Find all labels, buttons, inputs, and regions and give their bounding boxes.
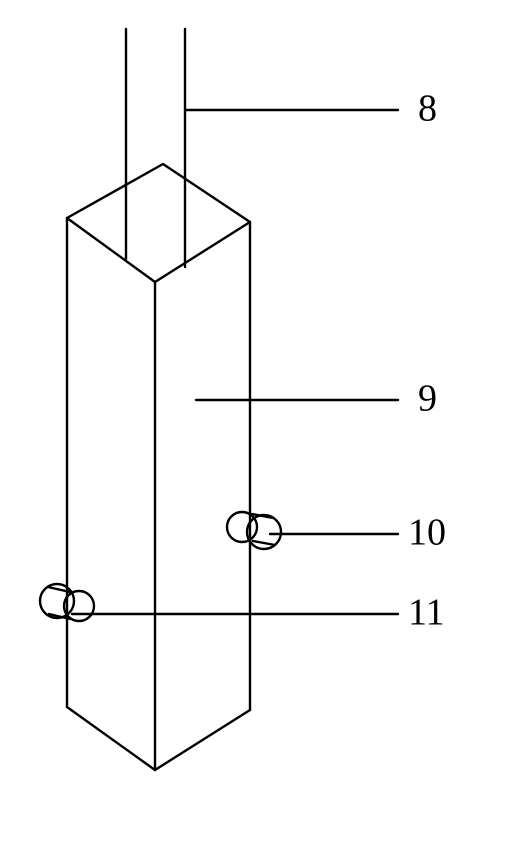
port-left-inner bbox=[64, 591, 94, 621]
prism-top-face bbox=[67, 164, 250, 282]
port-right-inner bbox=[227, 512, 257, 542]
callout-label-10: 10 bbox=[408, 512, 446, 554]
callout-label-11: 11 bbox=[408, 592, 445, 634]
prism-bottom-edge-lf bbox=[67, 707, 155, 770]
port-right-bottom-edge bbox=[253, 541, 275, 545]
prism-bottom-edge-fr bbox=[155, 710, 250, 770]
callout-label-9: 9 bbox=[418, 378, 437, 420]
callout-label-8: 8 bbox=[418, 88, 437, 130]
